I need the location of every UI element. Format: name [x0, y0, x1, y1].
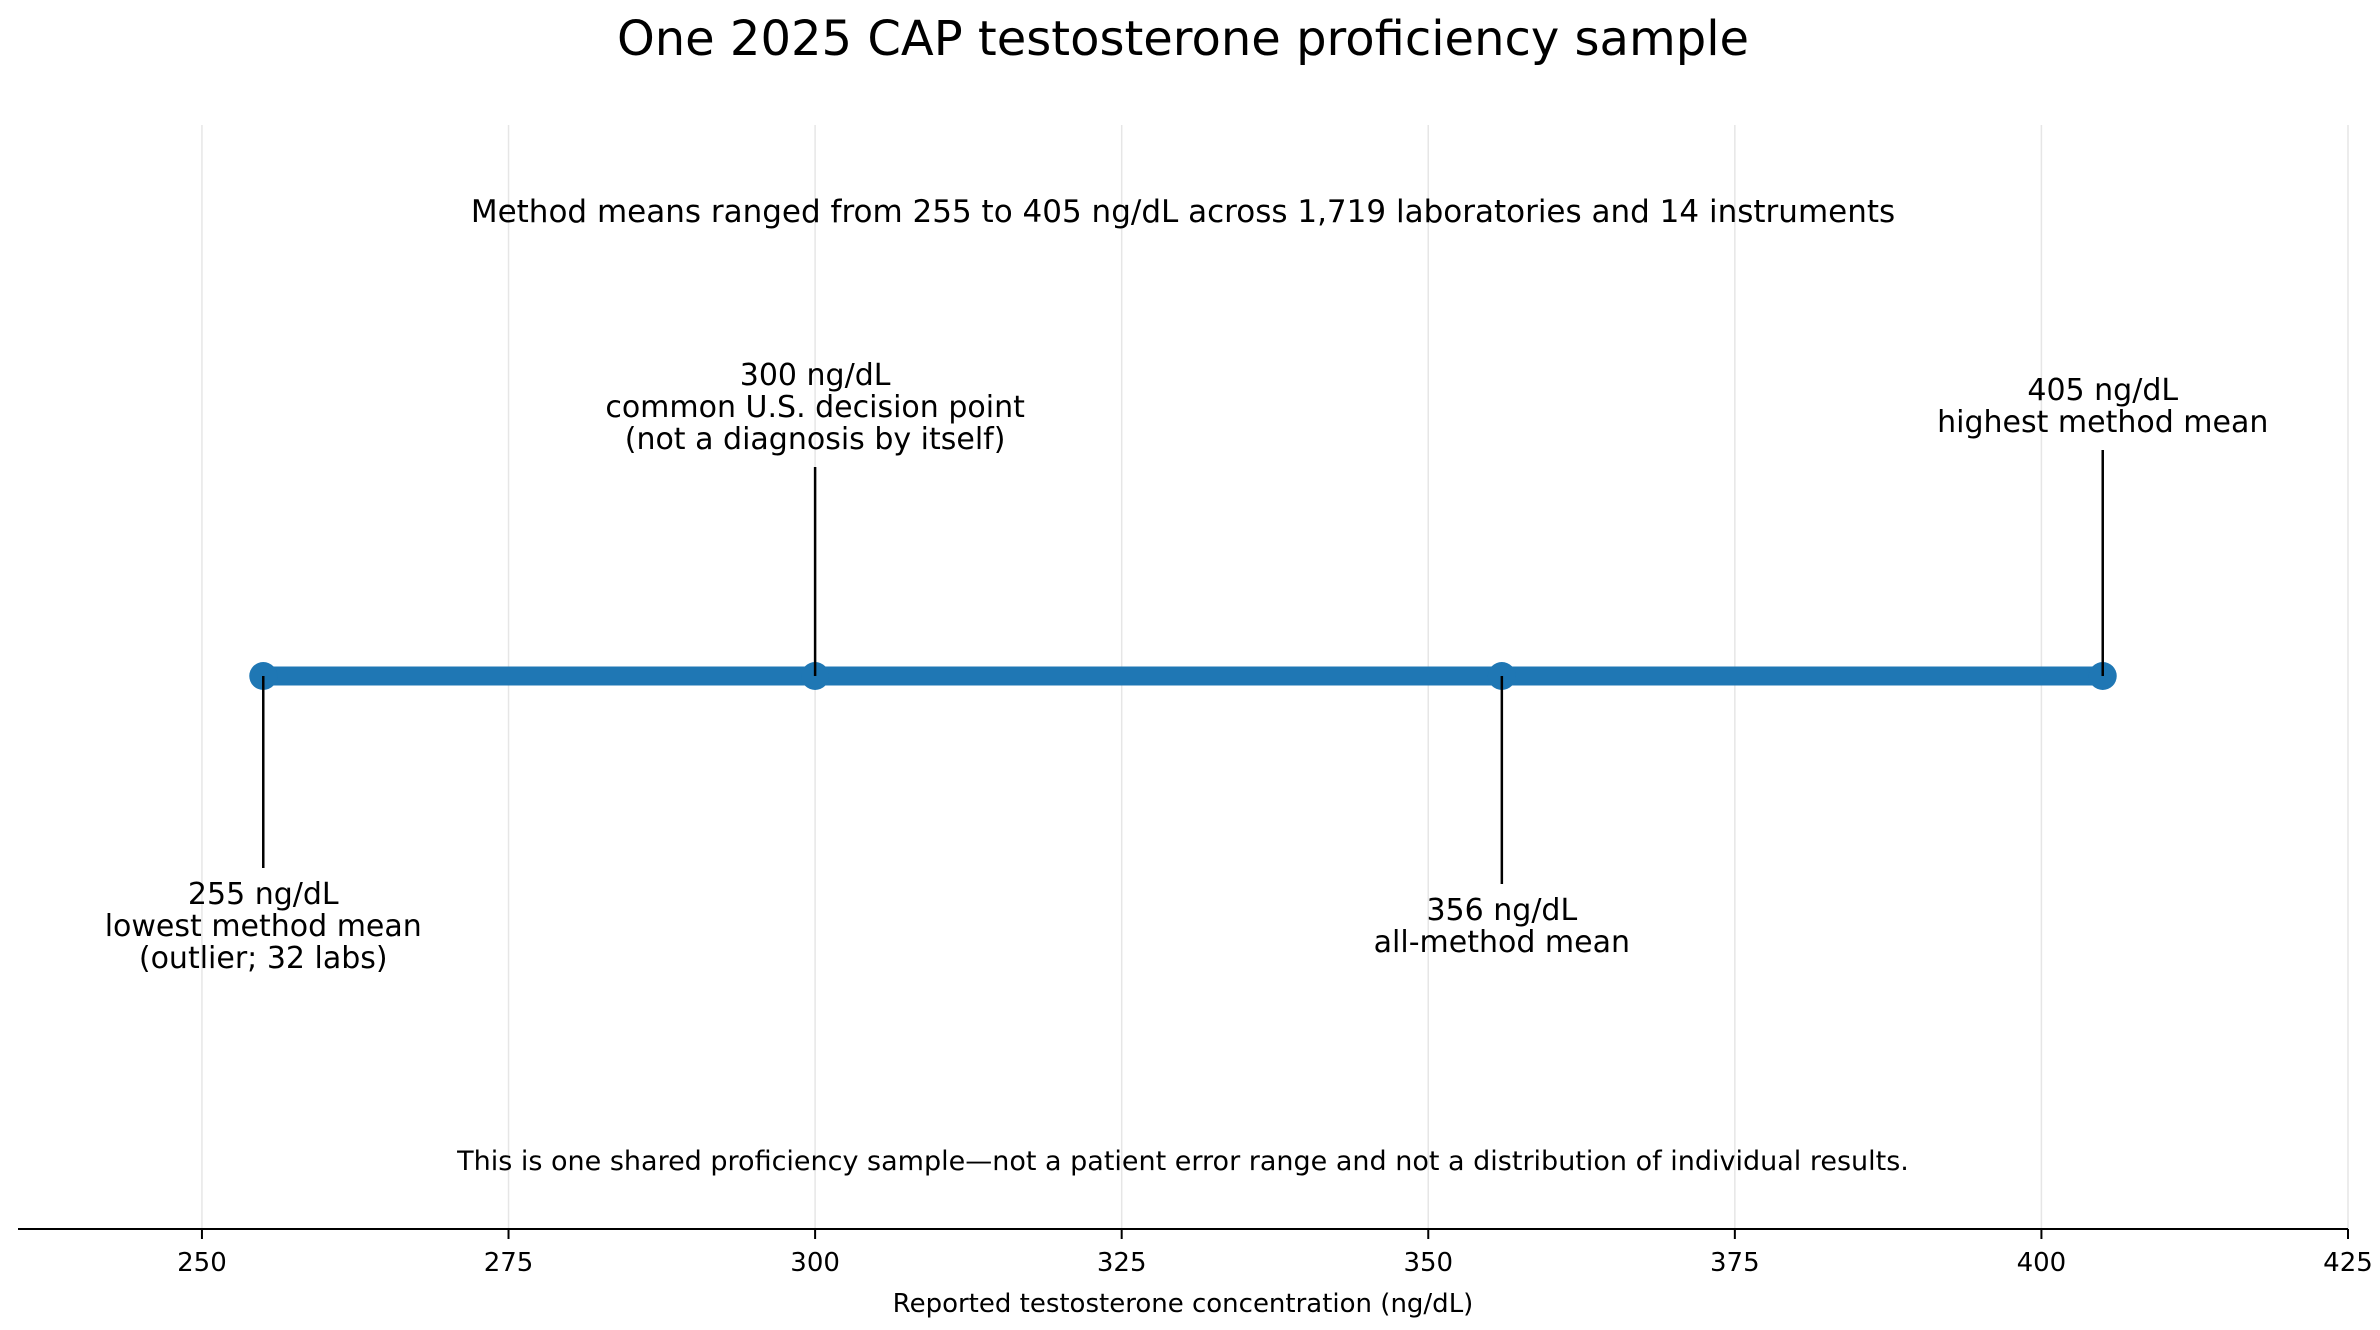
x-axis-label: Reported testosterone concentration (ng/…: [893, 1289, 1474, 1319]
chart-subtitle: Method means ranged from 255 to 405 ng/d…: [471, 194, 1895, 230]
x-tick-label: 400: [2017, 1248, 2067, 1278]
range-layer: [249, 662, 2116, 690]
annotation-label: (outlier; 32 labs): [139, 941, 388, 976]
x-tick-label: 425: [2323, 1248, 2373, 1278]
x-tick-label: 350: [1403, 1248, 1453, 1278]
annotation-label: 255 ng/dL: [188, 877, 339, 912]
x-axis-ticks: 250 275 300 325 350 375 400 425: [177, 1229, 2373, 1278]
annotation-label: highest method mean: [1937, 405, 2268, 440]
x-tick-label: 325: [1097, 1248, 1147, 1278]
annotation-label: lowest method mean: [105, 909, 422, 944]
annotation-label: 405 ng/dL: [2027, 373, 2178, 408]
x-tick-label: 375: [1710, 1248, 1760, 1278]
annotation-label: 300 ng/dL: [740, 358, 891, 393]
annotation-label: 356 ng/dL: [1426, 893, 1577, 928]
chart-title: One 2025 CAP testosterone proficiency sa…: [617, 11, 1749, 67]
footnote: This is one shared proficiency sample—no…: [456, 1146, 1909, 1177]
x-tick-label: 275: [484, 1248, 534, 1278]
annotation-label: common U.S. decision point: [605, 390, 1025, 425]
x-tick-label: 300: [790, 1248, 840, 1278]
annotation-label: (not a diagnosis by itself): [625, 422, 1006, 457]
x-tick-label: 250: [177, 1248, 227, 1278]
annotation-label: all-method mean: [1374, 925, 1630, 960]
